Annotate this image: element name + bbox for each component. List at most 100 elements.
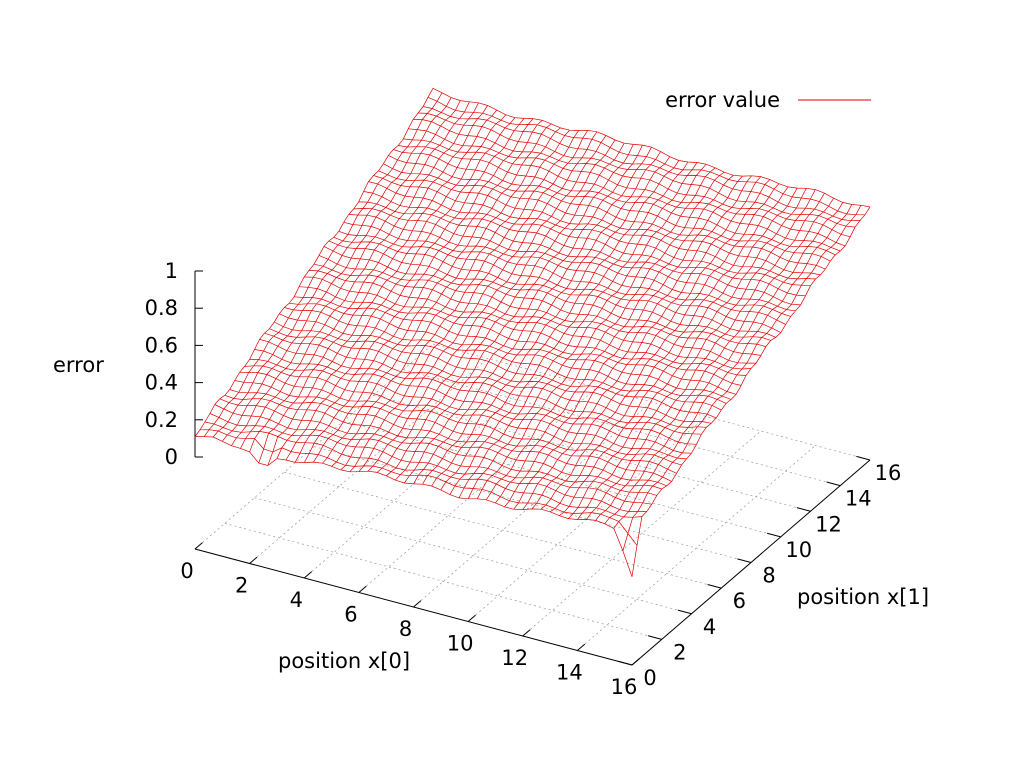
z-tick-label: 0.6 [145, 333, 178, 357]
surface-mesh-line [222, 100, 461, 442]
x-tick-mark [194, 542, 203, 550]
surface-mesh-line [204, 421, 642, 518]
surface-mesh-line [229, 389, 667, 487]
surface-mesh-line [373, 175, 811, 287]
surface-mesh-line [294, 296, 732, 400]
y-tick-label: 16 [875, 461, 902, 485]
grid-line-x [522, 430, 761, 637]
surface-mesh-line [495, 175, 734, 504]
y-tick-label: 6 [733, 589, 746, 613]
surface-mesh-line [504, 175, 743, 508]
y-tick-mark [796, 507, 811, 512]
surface-mesh-line [308, 270, 747, 376]
x-tick-label: 0 [180, 559, 193, 583]
x-axis-label: position x[0] [278, 649, 410, 673]
z-tick-label: 0.8 [145, 296, 178, 320]
grid-line-x [467, 416, 707, 622]
surface-mesh-line [358, 201, 796, 312]
grid-line-x [304, 372, 543, 579]
x-tick-mark [303, 571, 313, 579]
surface-mesh-line [378, 170, 816, 280]
surface-mesh-line [331, 129, 570, 467]
y-tick-label: 2 [673, 640, 686, 664]
surface-mesh-line [323, 246, 761, 356]
surface-mesh-line [274, 321, 712, 424]
y-tick-label: 10 [785, 538, 812, 562]
y-tick-label: 14 [845, 487, 872, 511]
surface-mesh-line [348, 214, 786, 325]
surface-mesh-line [393, 149, 831, 262]
surface-mesh-line [199, 429, 638, 546]
grid-line-x [358, 387, 598, 593]
y-tick-mark [766, 532, 781, 538]
x-tick-label: 6 [344, 603, 357, 627]
surface-mesh-line [209, 413, 647, 512]
x-tick-label: 2 [235, 574, 248, 598]
surface-mesh-line [234, 380, 672, 482]
surface-mesh-line [264, 332, 702, 435]
surface-mesh-line [299, 286, 737, 395]
y-tick-mark [677, 609, 692, 615]
grid-line-x [194, 343, 434, 550]
surface-mesh-line [368, 181, 806, 297]
grid-line-y [313, 446, 752, 563]
x-tick-mark [358, 585, 367, 593]
surface-mesh-line [418, 112, 856, 228]
surface-mesh-line [249, 105, 488, 453]
surface-mesh-line [395, 144, 634, 481]
x-tick-label: 14 [556, 661, 583, 685]
surface-mesh-line [328, 240, 766, 347]
surface-mesh-line [427, 96, 866, 216]
surface-mesh-line [244, 365, 682, 466]
surface-mesh-line [363, 191, 801, 306]
axes [194, 270, 871, 666]
y-tick-mark [618, 660, 633, 666]
grid-line-y [254, 497, 692, 615]
y-tick-mark [737, 558, 752, 563]
y-tick-mark [826, 481, 841, 487]
grid-line-x [249, 358, 488, 564]
surface-mesh-line [279, 313, 717, 419]
surface-mesh-line [258, 109, 497, 464]
x-tick-label: 16 [611, 675, 638, 699]
y-tick-mark [707, 584, 722, 589]
x-tick-mark [249, 556, 258, 564]
z-axis-label: error [53, 353, 104, 377]
error-surface-mesh [194, 87, 871, 577]
surface-mesh-line [558, 187, 798, 516]
grid-line-y [432, 343, 871, 461]
surface-mesh-line [549, 186, 789, 513]
surface-mesh-line [224, 394, 662, 490]
surface-mesh-line [284, 307, 722, 411]
surface-mesh-line [194, 436, 633, 577]
surface-mesh-line [239, 371, 677, 474]
surface-mesh-line [343, 221, 781, 333]
surface-mesh-line [398, 145, 836, 256]
grid-line-y [224, 523, 662, 640]
surface-mesh-line [219, 398, 657, 496]
surface-mesh-line [413, 119, 851, 238]
y-tick-label: 12 [815, 512, 842, 536]
y-axis-label: position x[1] [797, 585, 929, 609]
surface-mesh-line [269, 328, 707, 428]
z-tick-label: 1 [165, 259, 178, 283]
x-tick-mark [522, 629, 531, 637]
surface-mesh-line [318, 255, 756, 364]
surface-mesh-line [289, 302, 727, 404]
z-tick-label: 0 [165, 445, 178, 469]
surface-mesh-line [353, 208, 791, 317]
surface-mesh-line [304, 276, 742, 386]
x-tick-label: 10 [447, 632, 474, 656]
x-tick-mark [577, 643, 586, 651]
surface-mesh-line [388, 155, 826, 270]
x-tick-label: 8 [399, 617, 412, 641]
surface-mesh-line [383, 163, 821, 276]
x-tick-mark [631, 658, 640, 666]
surface-mesh-line [249, 359, 687, 460]
surface-mesh-line [267, 114, 507, 466]
surface-mesh-line [431, 156, 670, 487]
grid-line-x [577, 445, 816, 651]
surface-mesh-line [403, 138, 841, 252]
y-tick-mark [647, 635, 662, 640]
